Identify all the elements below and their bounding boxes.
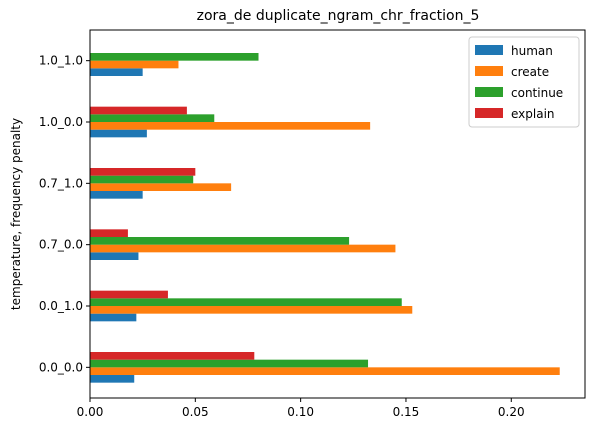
x-tick-label: 0.00 xyxy=(77,405,104,419)
legend-label-continue: continue xyxy=(511,86,563,100)
bar-create-1.0_1.0 xyxy=(90,60,179,69)
bar-human-0.0_0.0 xyxy=(90,375,135,383)
legend-swatch-explain xyxy=(475,108,503,118)
bar-create-0.0_1.0 xyxy=(90,306,413,314)
bar-continue-0.7_0.0 xyxy=(90,237,350,245)
legend-label-human: human xyxy=(511,44,553,58)
bar-human-0.7_0.0 xyxy=(90,252,139,260)
bars xyxy=(90,53,560,383)
bar-create-0.7_0.0 xyxy=(90,244,396,253)
legend-swatch-continue xyxy=(475,87,503,97)
bar-create-0.0_0.0 xyxy=(90,367,560,375)
bar-continue-1.0_1.0 xyxy=(90,53,259,61)
bar-human-0.7_1.0 xyxy=(90,191,143,199)
y-tick-label: 1.0_1.0 xyxy=(39,54,83,68)
bar-explain-0.0_1.0 xyxy=(90,290,168,299)
bar-human-0.0_1.0 xyxy=(90,313,137,322)
y-tick-label: 0.0_1.0 xyxy=(39,299,83,313)
y-tick-label: 0.7_0.0 xyxy=(39,238,83,252)
bar-continue-1.0_0.0 xyxy=(90,114,215,122)
y-tick-label: 1.0_0.0 xyxy=(39,115,83,129)
y-axis-label: temperature, frequency penalty xyxy=(9,118,23,310)
chart-title: zora_de duplicate_ngram_chr_fraction_5 xyxy=(197,8,480,24)
bar-create-0.7_1.0 xyxy=(90,183,232,191)
legend-label-create: create xyxy=(511,65,549,79)
legend: human create continue explain xyxy=(468,36,580,128)
y-tick-label: 0.7_1.0 xyxy=(39,176,83,190)
x-tick-label: 0.15 xyxy=(393,405,420,419)
bar-human-1.0_0.0 xyxy=(90,129,147,138)
bar-explain-0.0_0.0 xyxy=(90,352,255,360)
x-tick-label: 0.20 xyxy=(498,405,525,419)
x-tick-label: 0.10 xyxy=(287,405,314,419)
bar-explain-0.7_0.0 xyxy=(90,229,128,237)
y-axis-ticks: 0.0_0.0 0.0_1.0 0.7_0.0 0.7_1.0 1.0_0.0 1.0_1… xyxy=(39,54,90,374)
bar-continue-0.7_1.0 xyxy=(90,175,194,184)
bar-continue-0.0_1.0 xyxy=(90,298,402,306)
y-tick-label: 0.0_0.0 xyxy=(39,360,83,374)
legend-swatch-human xyxy=(475,45,503,55)
x-tick-label: 0.05 xyxy=(182,405,209,419)
legend-box xyxy=(468,36,580,128)
plot-frame xyxy=(89,29,586,399)
bar-explain-0.7_1.0 xyxy=(90,168,196,176)
bar-explain-1.0_0.0 xyxy=(90,106,187,115)
bar-create-1.0_0.0 xyxy=(90,122,371,130)
x-axis-ticks: 0.00 0.05 0.10 0.15 0.20 xyxy=(77,398,525,419)
bar-human-1.0_1.0 xyxy=(90,68,143,76)
legend-swatch-create xyxy=(475,66,503,76)
legend-label-explain: explain xyxy=(511,107,555,121)
bar-continue-0.0_0.0 xyxy=(90,359,369,368)
